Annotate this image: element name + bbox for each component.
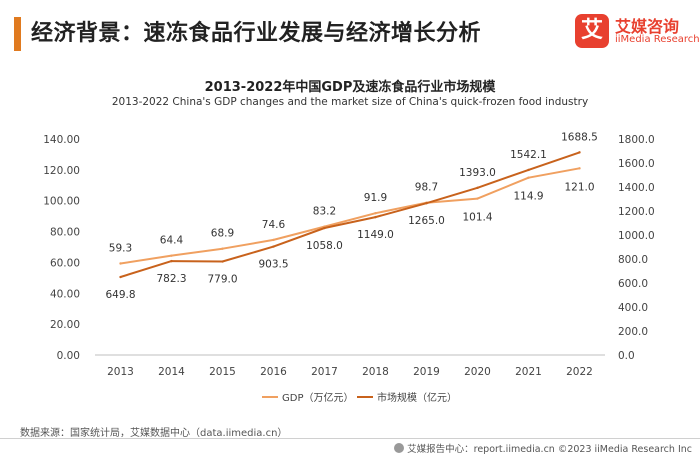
market-data-label: 1688.5 [561,131,598,143]
gdp-data-point [527,176,530,179]
market-data-label: 1265.0 [408,215,445,227]
gdp-data-label: 59.3 [109,243,132,255]
x-tick-label: 2015 [209,366,236,378]
gdp-data-point [476,197,479,200]
y-right-tick-label: 0.0 [618,350,635,362]
market-data-label: 903.5 [258,259,288,271]
logo-icon: 艾 [575,14,609,48]
market-data-label: 1393.0 [459,167,496,179]
market-data-label: 1149.0 [357,229,394,241]
footer-divider [0,438,700,439]
gdp-data-label: 68.9 [211,228,234,240]
market-data-point [425,202,428,205]
gdp-data-label: 98.7 [415,182,438,194]
y-right-tick-label: 400.0 [618,302,648,314]
gdp-data-point [578,167,581,170]
x-tick-label: 2017 [311,366,338,378]
y-left-tick-label: 0.00 [57,350,80,362]
copyright-text: 艾媒报告中心：report.iimedia.cn ©2023 iiMedia R… [407,444,692,455]
data-source: 数据来源：国家统计局，艾媒数据中心（data.iimedia.cn） [20,428,288,439]
y-left-tick-label: 120.00 [43,165,80,177]
chart-subtitle: 2013-2022 China's GDP changes and the ma… [111,96,589,108]
y-left-tick-label: 140.00 [43,134,80,146]
y-right-tick-label: 200.0 [618,326,648,338]
gdp-data-point [221,247,224,250]
legend-gdp-label: GDP（万亿元） [282,391,353,404]
y-right-tick-label: 1400.0 [618,182,655,194]
brand-logo: 艾 艾媒咨询 iiMedia Research [575,12,700,56]
legend-market-label: 市场规模（亿元） [377,391,457,404]
market-data-point [221,260,224,263]
market-data-point [272,245,275,248]
gdp-data-label: 121.0 [564,181,594,193]
gdp-data-label: 83.2 [313,206,336,218]
market-data-point [476,186,479,190]
logo-name: 艾媒咨询 [615,17,680,36]
gdp-data-label: 74.6 [262,219,286,231]
market-data-label: 649.8 [105,289,135,301]
y-right-tick-label: 800.0 [618,254,648,266]
market-data-label: 1542.1 [510,149,547,161]
header: 经济背景：速冻食品行业发展与经济增长分析 艾 艾媒咨询 iiMedia Rese… [0,0,700,70]
chart-title: 2013-2022年中国GDP及速冻食品行业市场规模 [204,80,496,95]
logo-name-en: iiMedia Research [615,34,700,45]
market-series-line [120,151,580,278]
x-tick-label: 2013 [107,366,134,378]
gdp-data-point [119,262,122,265]
gdp-data-point [170,254,173,257]
market-data-point [323,226,326,230]
market-data-label: 779.0 [207,274,237,286]
gdp-data-point [272,238,275,242]
market-data-label: 1058.0 [306,240,343,252]
gdp-data-label: 91.9 [364,192,387,204]
gdp-data-label: 114.9 [513,191,543,203]
market-data-point [527,168,530,172]
y-left-tick-label: 20.00 [50,319,80,331]
market-data-point [578,151,581,154]
gdp-series-line [120,167,580,265]
gdp-data-label: 101.4 [462,212,492,224]
page-title: 经济背景：速冻食品行业发展与经济增长分析 [31,21,482,46]
y-right-tick-label: 1200.0 [618,206,655,218]
y-left-tick-label: 80.00 [50,227,80,239]
x-tick-label: 2019 [413,366,440,378]
x-tick-label: 2022 [566,366,593,378]
title-accent-bar [14,17,21,51]
y-left-tick-label: 60.00 [50,257,80,269]
y-right-tick-label: 1000.0 [618,230,655,242]
market-data-label: 782.3 [156,273,186,285]
x-tick-label: 2018 [362,366,389,378]
x-tick-label: 2014 [158,366,185,378]
gdp-data-point [374,212,377,215]
x-tick-label: 2021 [515,366,542,378]
market-data-point [119,275,122,279]
x-tick-label: 2016 [260,366,287,378]
copyright-icon [394,443,405,453]
gdp-data-label: 64.4 [160,235,184,247]
y-left-tick-label: 40.00 [50,288,80,300]
y-right-tick-label: 1600.0 [618,158,655,170]
y-right-tick-label: 600.0 [618,278,648,290]
y-right-tick-label: 1800.0 [618,134,655,146]
x-tick-label: 2020 [464,366,491,378]
market-data-point [374,215,377,219]
market-data-point [170,259,173,263]
copyright: 艾媒报告中心：report.iimedia.cn ©2023 iiMedia R… [394,441,692,455]
y-left-tick-label: 100.00 [43,196,80,208]
